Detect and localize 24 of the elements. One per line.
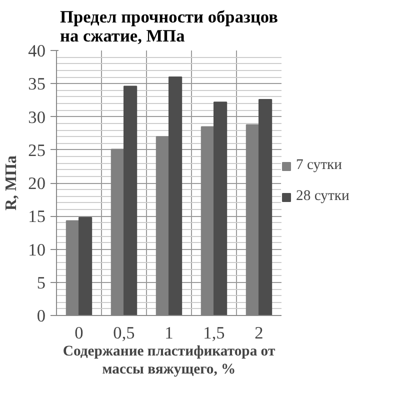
y-tick-label: 35 [28, 74, 46, 94]
x-tick-label: 1,5 [203, 324, 225, 342]
x-tick-label: 2 [254, 324, 264, 342]
y-tick-label: 10 [28, 240, 46, 260]
chart-title: Предел прочности образцов на сжатие, МПа [60, 8, 278, 46]
bar [168, 76, 182, 316]
x-tick-label: 0 [74, 324, 84, 342]
y-tick-label: 30 [28, 108, 46, 127]
bar [214, 102, 228, 316]
bar [78, 216, 92, 316]
x-tick-label: 0,5 [113, 324, 135, 342]
x-tick-label: 1 [164, 324, 174, 342]
y-tick-label: 0 [36, 306, 46, 326]
x-axis-title: Содержание пластификатора от массы вяжущего, % [62, 344, 276, 378]
y-tick-label: 5 [36, 273, 46, 292]
legend-label: 7 сутки [296, 157, 342, 174]
bar [258, 99, 272, 316]
y-tick-label: 20 [28, 174, 46, 193]
y-tick-label: 40 [28, 42, 46, 60]
y-tick-label: 25 [28, 140, 46, 160]
y-tick-label: 15 [28, 207, 46, 226]
bar [124, 86, 138, 316]
legend-label: 28 сутки [296, 188, 350, 205]
y-axis-title: R, МПа [3, 155, 20, 211]
